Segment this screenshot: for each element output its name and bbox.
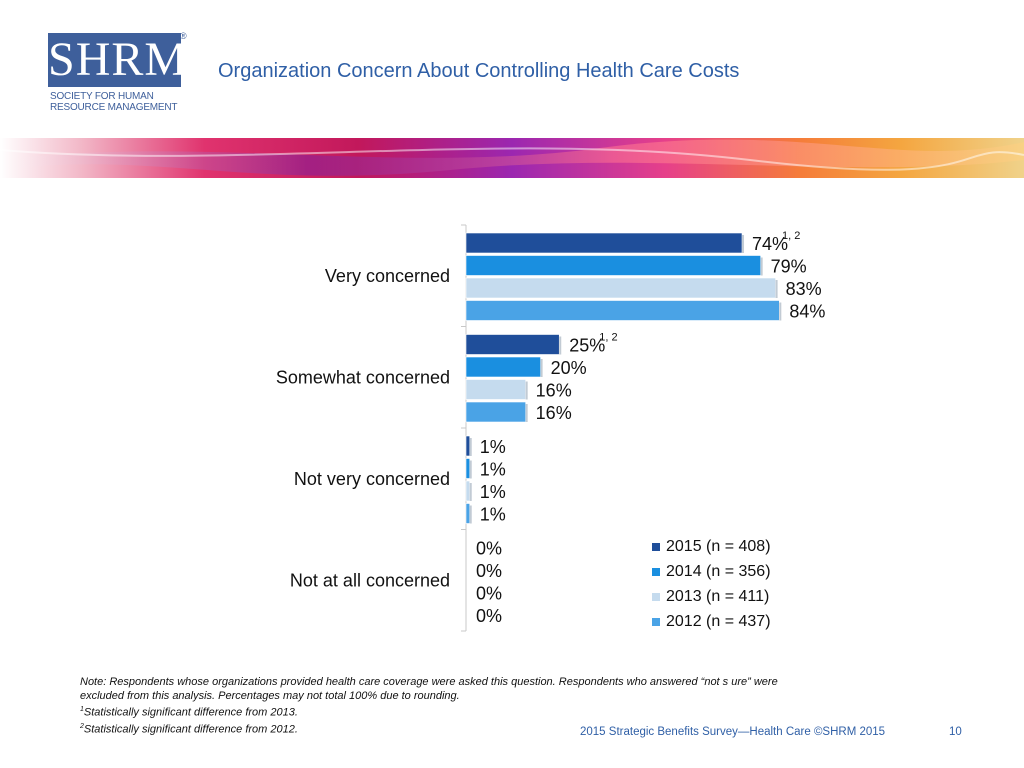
bar bbox=[465, 356, 541, 378]
slide-title: Organization Concern About Controlling H… bbox=[218, 60, 740, 82]
logo-subtitle: SOCIETY FOR HUMAN RESOURCE MANAGEMENT bbox=[50, 91, 190, 113]
legend-item: 2015 (n = 408) bbox=[652, 534, 771, 559]
shrm-logo: SHRM ® SOCIETY FOR HUMAN RESOURCE MANAGE… bbox=[48, 31, 189, 119]
bar bbox=[465, 458, 471, 479]
footnote-2-mark: 2 bbox=[80, 723, 84, 731]
data-label: 20% bbox=[551, 358, 587, 378]
data-label: 84% bbox=[789, 302, 825, 322]
bar-shadow bbox=[775, 280, 778, 298]
category-label: Not at all concerned bbox=[290, 570, 450, 590]
legend-label: 2012 (n = 437) bbox=[666, 612, 771, 630]
bar bbox=[465, 379, 526, 400]
bar-shadow bbox=[760, 257, 763, 276]
legend-label: 2015 (n = 408) bbox=[666, 537, 771, 555]
data-label: 0% bbox=[476, 584, 502, 604]
logo-wordmark: SHRM bbox=[48, 33, 189, 87]
logo-registered-mark: ® bbox=[180, 31, 187, 41]
decorative-banner bbox=[0, 138, 1024, 178]
bar bbox=[465, 401, 526, 423]
category-label: Very concerned bbox=[325, 266, 450, 286]
data-label: 1% bbox=[480, 505, 506, 525]
data-label: 1% bbox=[480, 437, 506, 457]
page-number: 10 bbox=[949, 726, 962, 738]
data-label: 0% bbox=[476, 539, 502, 559]
data-label: 83% bbox=[786, 279, 822, 299]
legend-swatch bbox=[652, 567, 660, 576]
data-label: 0% bbox=[476, 561, 502, 581]
bar bbox=[465, 300, 780, 321]
footer-source: 2015 Strategic Benefits Survey—Health Ca… bbox=[580, 726, 886, 738]
legend-item: 2013 (n = 411) bbox=[652, 584, 771, 609]
data-label: 0% bbox=[476, 606, 502, 626]
bar bbox=[465, 277, 776, 299]
logo-subtitle-line1: SOCIETY FOR HUMAN bbox=[50, 91, 154, 102]
legend-swatch bbox=[652, 542, 660, 551]
footnote-1-mark: 1 bbox=[80, 706, 84, 713]
bar-shadow bbox=[559, 336, 562, 355]
legend-item: 2014 (n = 356) bbox=[652, 559, 771, 584]
chart-legend: 2015 (n = 408) 2014 (n = 356) 2013 (n = 41… bbox=[652, 534, 771, 634]
note-line2: excluded from this analysis. Percentages… bbox=[80, 689, 460, 702]
bar bbox=[465, 503, 471, 524]
legend-label: 2013 (n = 411) bbox=[666, 587, 770, 605]
footnote-2-text: Statistically significant difference fro… bbox=[83, 723, 298, 736]
bar bbox=[465, 435, 471, 457]
footnote-1-text: Statistically significant difference fro… bbox=[83, 706, 298, 719]
data-label: 25% bbox=[569, 336, 605, 356]
data-label: 16% bbox=[536, 403, 572, 423]
bar-shadow bbox=[742, 235, 745, 253]
data-label-superscript: 1, 2 bbox=[782, 230, 800, 242]
bar bbox=[465, 480, 471, 502]
note-line1: Note: Respondents whose organizations pr… bbox=[80, 676, 778, 688]
data-label: 1% bbox=[480, 460, 506, 480]
data-label: 1% bbox=[480, 482, 506, 502]
legend-swatch bbox=[652, 617, 660, 626]
bar-shadow bbox=[469, 438, 472, 456]
category-label: Not very concerned bbox=[294, 469, 450, 489]
note-block: Note: Respondents whose organizations pr… bbox=[80, 676, 920, 737]
footnote-2: 2Statistically significant difference fr… bbox=[80, 720, 920, 737]
legend-label: 2014 (n = 356) bbox=[666, 562, 771, 580]
data-label: 79% bbox=[771, 257, 807, 277]
bar-shadow bbox=[540, 359, 543, 377]
data-label: 74% bbox=[752, 234, 788, 254]
bar bbox=[465, 334, 560, 355]
data-label-superscript: 1, 2 bbox=[599, 332, 617, 344]
bar bbox=[465, 232, 743, 254]
bar-shadow bbox=[469, 460, 472, 479]
bar-shadow bbox=[525, 381, 528, 400]
bar bbox=[465, 255, 761, 276]
bar-shadow bbox=[779, 302, 782, 321]
category-label: Somewhat concerned bbox=[276, 367, 450, 387]
logo-subtitle-line2: RESOURCE MANAGEMENT bbox=[50, 102, 178, 113]
bar-shadow bbox=[525, 404, 528, 422]
bar-shadow bbox=[469, 483, 472, 501]
data-label: 16% bbox=[536, 381, 572, 401]
legend-swatch bbox=[652, 592, 660, 601]
footnote-1: 1Statistically significant difference fr… bbox=[80, 703, 920, 720]
legend-item: 2012 (n = 437) bbox=[652, 609, 771, 634]
bar-shadow bbox=[469, 505, 472, 524]
